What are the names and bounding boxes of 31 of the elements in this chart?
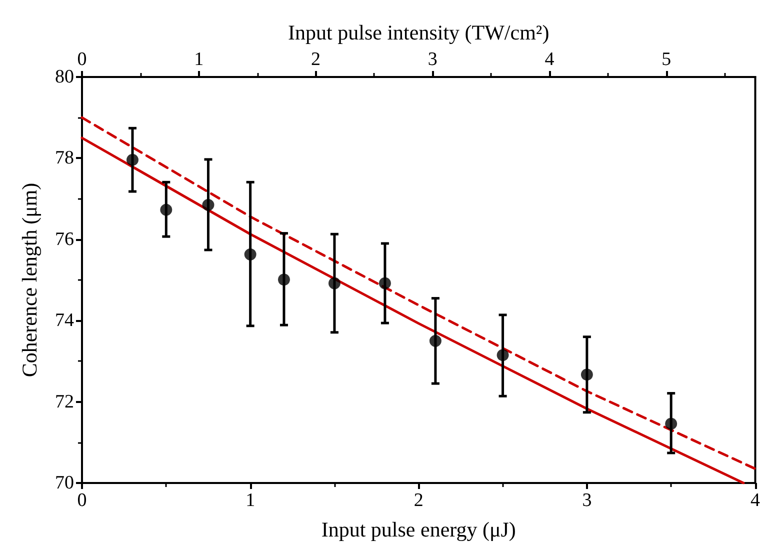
- x-tick-label: 1: [246, 490, 256, 511]
- point: [328, 277, 340, 290]
- x-tick-label: 2: [414, 490, 424, 511]
- y-tick-label: 76: [55, 228, 74, 250]
- point: [378, 277, 391, 290]
- y-axis-title: Coherence length (μm): [18, 182, 42, 378]
- y-tick-label: 80: [55, 66, 74, 88]
- x-tick-label: 3: [582, 490, 592, 511]
- point: [202, 198, 214, 211]
- point: [160, 204, 172, 216]
- point: [665, 418, 678, 430]
- y-tick-label: 74: [55, 310, 74, 332]
- x2-tick-label: 2: [311, 49, 321, 70]
- point: [126, 154, 138, 166]
- point: [244, 248, 256, 260]
- x-tick-label: 0: [77, 490, 87, 511]
- x2-tick-label: 5: [662, 49, 672, 70]
- point: [429, 334, 442, 347]
- y-tick-label: 70: [55, 472, 74, 494]
- x-tick-label: 4: [750, 490, 760, 511]
- x2-tick-label: 4: [544, 49, 555, 70]
- y-tick-label: 72: [55, 391, 74, 412]
- x2-tick-label: 1: [194, 49, 204, 70]
- point: [580, 368, 593, 381]
- y-tick-label: 78: [55, 148, 74, 169]
- x2-tick-label: 0: [77, 49, 87, 70]
- point: [496, 349, 509, 362]
- x-axis-title: Input pulse energy (μJ): [321, 518, 516, 542]
- point: [278, 274, 290, 286]
- x2-axis-title: Input pulse intensity (TW/cm²): [288, 20, 550, 44]
- x2-tick-label: 3: [428, 49, 438, 70]
